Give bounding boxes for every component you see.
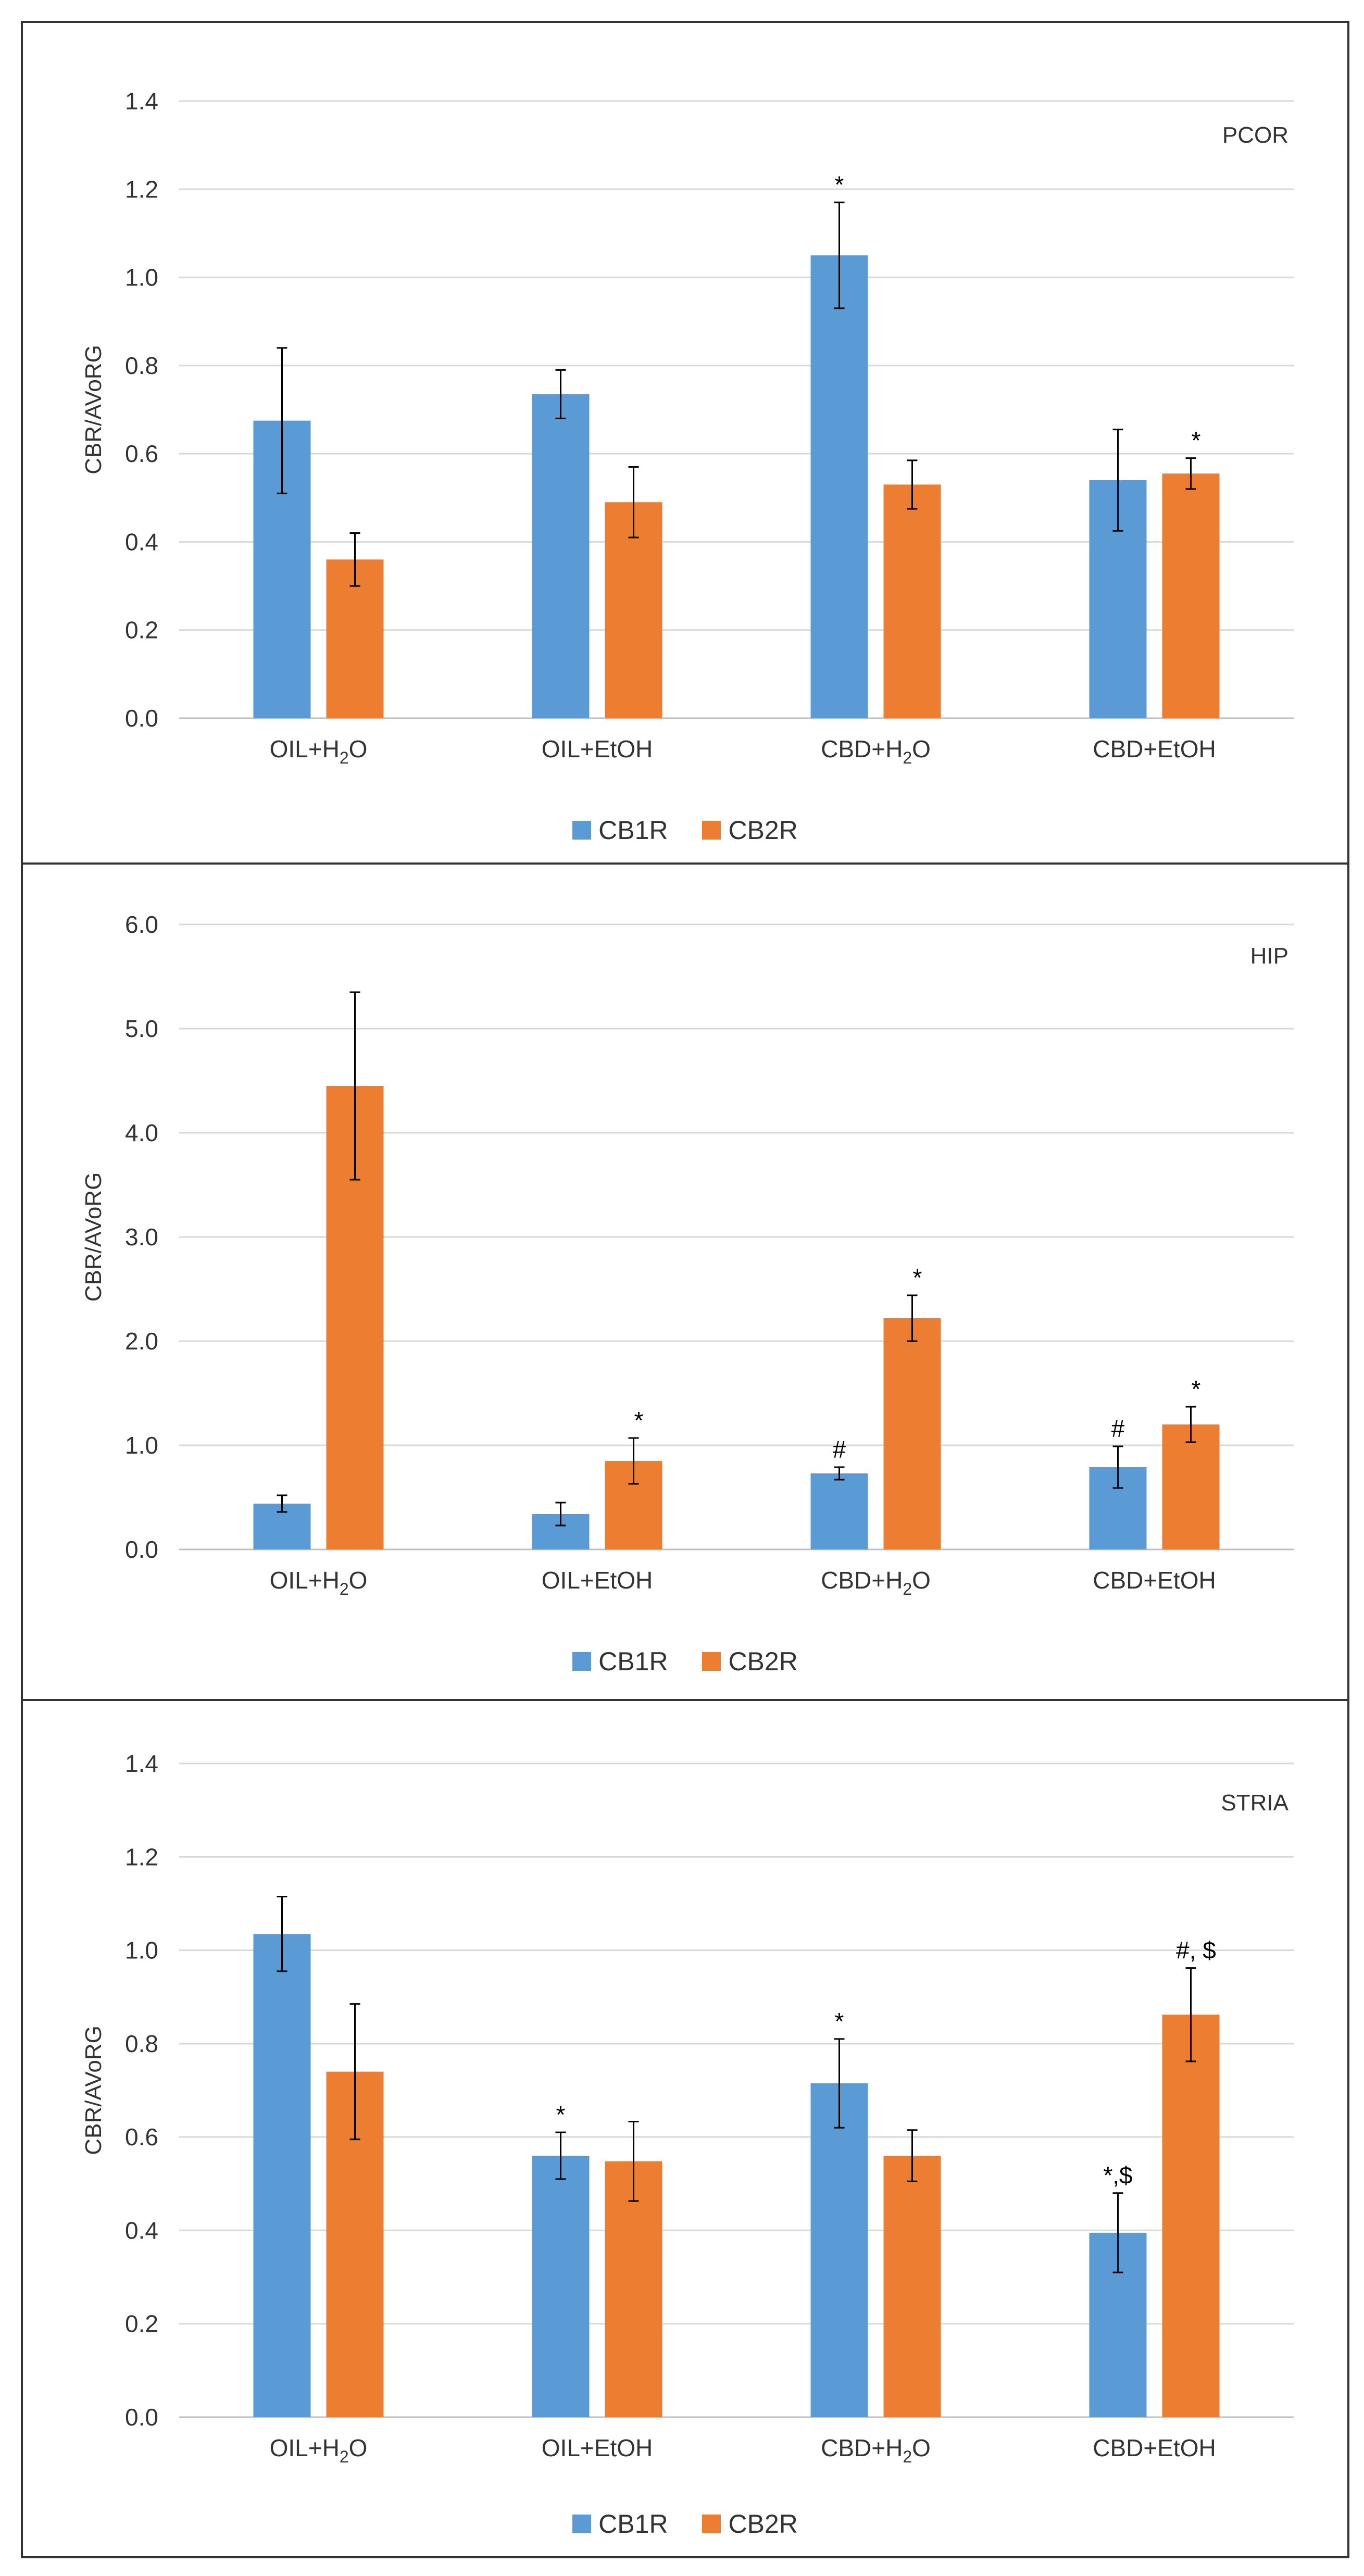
legend-swatch-cb1r xyxy=(572,820,592,840)
legend-label: CB2R xyxy=(728,815,798,845)
significance-marker: * xyxy=(835,171,844,198)
legend-label: CB1R xyxy=(598,2509,668,2539)
y-axis-label: CBR/AVoRG xyxy=(81,345,106,474)
chart-panel-hip: 0.0 1.0 2.0 3.0 4.0 5.0 6.0 CBR/AVoRG HIP OIL+H2O… xyxy=(21,862,1349,1701)
legend-swatch-cb2r xyxy=(702,1652,721,1671)
bar-cb2r xyxy=(883,2156,941,2417)
legend-label: CB1R xyxy=(598,1646,668,1676)
y-tick-label: 4.0 xyxy=(125,1119,158,1146)
bar-cb1r xyxy=(532,2156,590,2417)
legend-label: CB2R xyxy=(728,1646,798,1676)
legend: CB1R CB2R xyxy=(23,1643,1347,1677)
chart-svg-pcor: 0.0 0.2 0.4 0.6 0.8 1.0 1.2 1.4 CBR/AVoRG PCOR OIL… xyxy=(81,87,1294,767)
y-tick-label: 1.4 xyxy=(125,87,158,115)
y-tick-label: 0.2 xyxy=(125,2310,158,2337)
chart-title: PCOR xyxy=(1222,122,1288,148)
bar-cb2r xyxy=(883,484,941,718)
chart-svg-stria: 0.0 0.2 0.4 0.6 0.8 1.0 1.2 1.4 CBR/AVoRG STRIA OI… xyxy=(81,1750,1294,2466)
bar-cb1r xyxy=(810,255,868,718)
y-tick-label: 0.0 xyxy=(125,1536,158,1563)
legend-label: CB1R xyxy=(598,815,668,845)
chart-panel-pcor: 0.0 0.2 0.4 0.6 0.8 1.0 1.2 1.4 CBR/AVoRG PCOR OIL… xyxy=(21,21,1349,865)
significance-marker: * xyxy=(913,1264,922,1291)
significance-marker: * xyxy=(835,2008,844,2035)
y-tick-label: 1.4 xyxy=(125,1750,158,1777)
y-tick-label: 5.0 xyxy=(125,1015,158,1042)
chart-title: STRIA xyxy=(1221,1790,1288,1816)
bar-cb1r xyxy=(810,1473,868,1549)
legend-swatch-cb1r xyxy=(572,1652,592,1671)
x-tick-label: CBD+H2O xyxy=(821,1567,931,1598)
legend-item-cb2r: CB2R xyxy=(702,1644,798,1677)
y-tick-label: 0.6 xyxy=(125,440,158,467)
y-tick-label: 3.0 xyxy=(125,1223,158,1251)
y-tick-label: 0.4 xyxy=(125,528,158,555)
x-tick-label: OIL+EtOH xyxy=(542,2434,653,2461)
y-tick-label: 0.0 xyxy=(125,705,158,732)
y-tick-label: 1.2 xyxy=(125,176,158,203)
bar-cb2r xyxy=(1162,2015,1220,2417)
bar-cb1r xyxy=(810,2083,868,2417)
bar-cb2r xyxy=(1162,1424,1220,1549)
legend-item-cb1r: CB1R xyxy=(572,813,668,845)
y-tick-label: 1.2 xyxy=(125,1843,158,1870)
x-tick-label: CBD+EtOH xyxy=(1093,1567,1216,1594)
legend-label: CB2R xyxy=(728,2509,798,2539)
significance-marker: * xyxy=(634,1407,644,1434)
significance-marker: # xyxy=(1111,1415,1125,1442)
y-tick-label: 1.0 xyxy=(125,1432,158,1459)
legend: CB1R CB2R xyxy=(23,812,1347,845)
x-tick-label: OIL+EtOH xyxy=(542,735,653,762)
legend-item-cb1r: CB1R xyxy=(572,2507,668,2539)
significance-marker: #, $ xyxy=(1176,1937,1216,1964)
legend-item-cb2r: CB2R xyxy=(702,813,798,845)
bar-cb2r xyxy=(883,1318,941,1549)
x-tick-label: CBD+EtOH xyxy=(1093,735,1216,762)
x-tick-label: CBD+EtOH xyxy=(1093,2434,1216,2461)
y-tick-label: 0.0 xyxy=(125,2404,158,2431)
y-tick-label: 2.0 xyxy=(125,1328,158,1355)
y-axis-label: CBR/AVoRG xyxy=(81,2025,106,2155)
legend: CB1R CB2R xyxy=(23,2506,1347,2539)
legend-swatch-cb1r xyxy=(572,2514,592,2533)
y-tick-label: 1.0 xyxy=(125,1937,158,1964)
y-tick-label: 0.8 xyxy=(125,2030,158,2057)
bar-cb2r xyxy=(1162,473,1220,718)
significance-marker: # xyxy=(833,1436,846,1463)
x-tick-label: OIL+H2O xyxy=(270,1567,368,1598)
legend-item-cb1r: CB1R xyxy=(572,1644,668,1677)
x-tick-label: OIL+H2O xyxy=(270,735,368,767)
significance-marker: * xyxy=(556,2101,566,2128)
y-tick-label: 0.6 xyxy=(125,2123,158,2150)
legend-item-cb2r: CB2R xyxy=(702,2507,798,2539)
significance-marker: * xyxy=(1192,427,1201,454)
significance-marker: *,$ xyxy=(1103,2162,1132,2189)
y-tick-label: 0.2 xyxy=(125,617,158,644)
x-tick-label: CBD+H2O xyxy=(821,2434,931,2466)
significance-marker: * xyxy=(1192,1375,1201,1403)
x-tick-label: OIL+EtOH xyxy=(542,1567,653,1594)
legend-swatch-cb2r xyxy=(702,820,721,840)
legend-swatch-cb2r xyxy=(702,2514,721,2533)
y-axis-label: CBR/AVoRG xyxy=(81,1172,106,1302)
y-tick-label: 1.0 xyxy=(125,264,158,291)
y-tick-label: 6.0 xyxy=(125,911,158,938)
x-tick-label: OIL+H2O xyxy=(270,2434,368,2466)
x-tick-label: CBD+H2O xyxy=(821,735,931,767)
bar-cb2r xyxy=(605,2161,662,2417)
y-tick-label: 0.8 xyxy=(125,352,158,379)
chart-title: HIP xyxy=(1250,943,1288,969)
bar-cb1r xyxy=(532,394,590,718)
bar-cb1r xyxy=(253,1934,311,2417)
chart-panel-stria: 0.0 0.2 0.4 0.6 0.8 1.0 1.2 1.4 CBR/AVoRG STRIA OI… xyxy=(21,1699,1349,2558)
chart-svg-hip: 0.0 1.0 2.0 3.0 4.0 5.0 6.0 CBR/AVoRG HIP OIL+H2O… xyxy=(81,911,1294,1598)
y-tick-label: 0.4 xyxy=(125,2217,158,2244)
